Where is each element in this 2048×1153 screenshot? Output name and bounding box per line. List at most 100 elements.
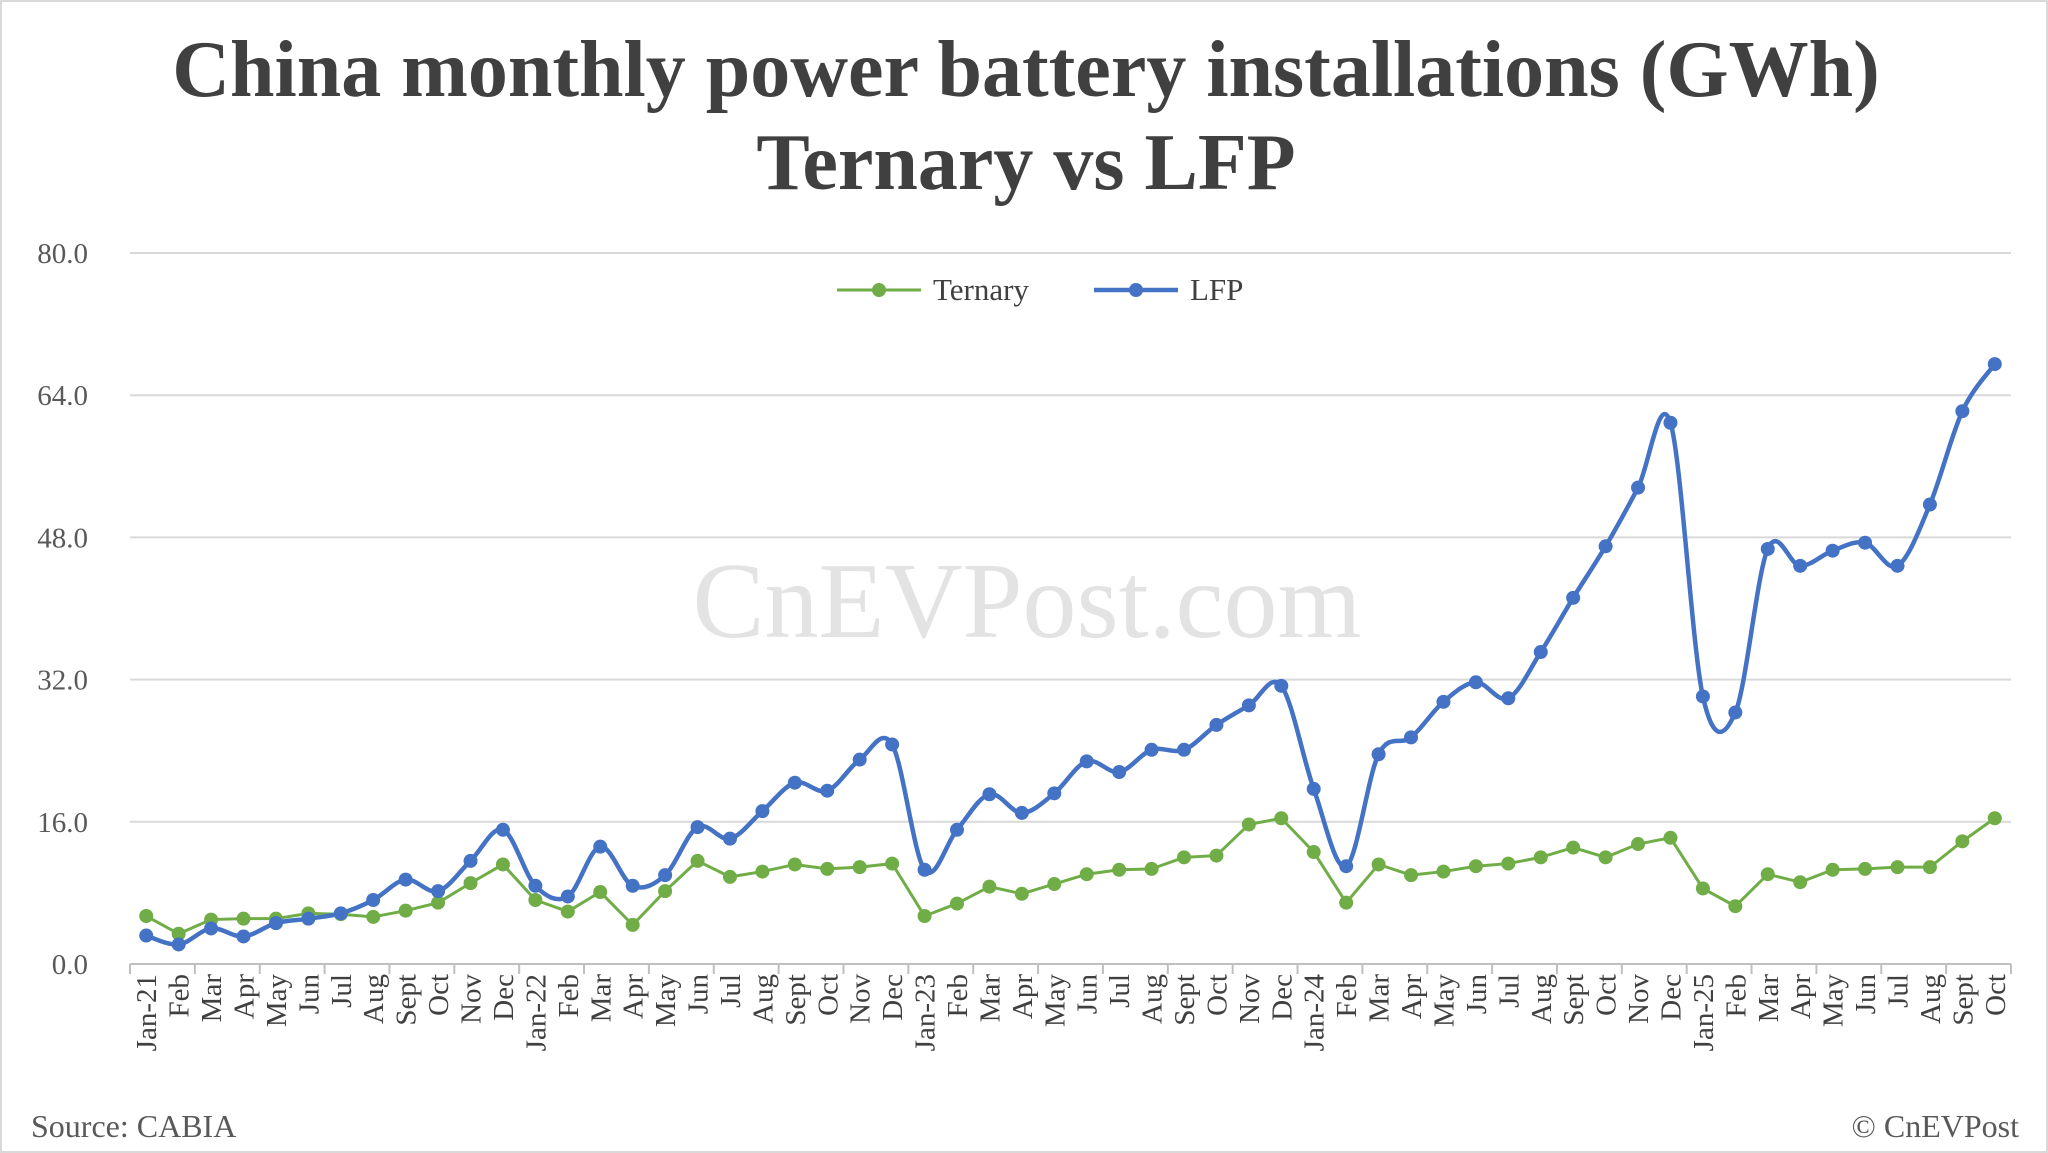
data-point-lfp — [722, 831, 737, 846]
data-point-lfp — [463, 853, 478, 868]
data-point-lfp — [1339, 859, 1354, 874]
x-tick-label: Jul — [715, 974, 747, 1008]
copyright-note: © CnEVPost — [1851, 1108, 2019, 1144]
data-point-lfp — [949, 822, 964, 837]
data-point-ternary — [917, 909, 932, 924]
data-point-ternary — [236, 911, 251, 926]
x-tick-label: Jun — [1461, 974, 1493, 1015]
data-point-ternary — [593, 885, 608, 900]
x-tick-label: Jun — [293, 974, 325, 1015]
data-point-lfp — [560, 889, 575, 904]
data-point-lfp — [1598, 539, 1613, 554]
data-point-lfp — [1631, 480, 1646, 495]
data-point-lfp — [1436, 694, 1451, 709]
data-point-ternary — [820, 861, 835, 876]
data-point-lfp — [1209, 717, 1224, 732]
x-tick-label: Dec — [488, 974, 520, 1021]
x-tick-label: Aug — [1526, 974, 1558, 1024]
data-point-lfp — [1371, 747, 1386, 762]
data-point-ternary — [1793, 875, 1808, 890]
data-point-lfp — [658, 868, 673, 883]
data-point-ternary — [1631, 837, 1646, 852]
x-tick-label: Oct — [423, 974, 455, 1016]
x-tick-label: Jan-22 — [520, 974, 552, 1051]
x-tick-label: Sept — [1558, 974, 1590, 1026]
data-point-ternary — [366, 909, 381, 924]
data-point-lfp — [1533, 645, 1548, 660]
x-tick-label: Jan-25 — [1688, 974, 1720, 1051]
x-tick-label: Dec — [877, 974, 909, 1021]
data-point-ternary — [1047, 877, 1062, 892]
data-point-ternary — [171, 926, 186, 941]
data-point-lfp — [1144, 742, 1159, 757]
data-point-lfp — [1112, 765, 1127, 780]
data-point-ternary — [1079, 867, 1094, 882]
data-point-lfp — [982, 787, 997, 802]
x-tick-label: Oct — [1591, 974, 1623, 1016]
data-point-ternary — [1728, 899, 1743, 914]
data-point-ternary — [1533, 850, 1548, 865]
x-tick-label: Dec — [1266, 974, 1298, 1021]
x-tick-label: Sept — [780, 974, 812, 1026]
x-tick-label: Mar — [585, 974, 617, 1023]
chart-title: China monthly power battery installation… — [172, 26, 1880, 114]
y-tick-label: 64.0 — [37, 380, 88, 412]
data-point-lfp — [1663, 415, 1678, 430]
data-point-ternary — [1144, 861, 1159, 876]
x-tick-label: Aug — [358, 974, 390, 1024]
x-tick-label: May — [650, 974, 682, 1028]
data-point-ternary — [1112, 862, 1127, 877]
data-point-lfp — [1501, 691, 1516, 706]
data-point-lfp — [1890, 558, 1905, 573]
x-tick-label: Jan-23 — [910, 974, 942, 1051]
x-tick-label: Apr — [618, 974, 650, 1019]
data-point-ternary — [1404, 868, 1419, 883]
x-tick-label: Feb — [1720, 974, 1752, 1018]
data-point-lfp — [690, 820, 705, 835]
data-point-lfp — [1177, 742, 1192, 757]
x-tick-label: Feb — [942, 974, 974, 1018]
data-point-lfp — [495, 822, 510, 837]
x-tick-label: Aug — [747, 974, 779, 1024]
x-tick-label: Jul — [1882, 974, 1914, 1008]
legend-marker-lfp — [1129, 283, 1143, 297]
data-point-ternary — [787, 857, 802, 872]
legend-label-ternary: Ternary — [933, 272, 1029, 307]
data-point-ternary — [1566, 840, 1581, 855]
data-point-lfp — [885, 737, 900, 752]
data-point-ternary — [139, 909, 154, 924]
legend-marker-ternary — [872, 283, 886, 297]
x-tick-label: Oct — [1201, 974, 1233, 1016]
data-point-ternary — [1339, 895, 1354, 910]
data-point-lfp — [820, 783, 835, 798]
x-tick-label: Mar — [974, 974, 1006, 1023]
data-point-ternary — [755, 864, 770, 879]
chart-subtitle: Ternary vs LFP — [756, 119, 1296, 207]
data-point-ternary — [431, 895, 446, 910]
data-point-ternary — [722, 869, 737, 884]
x-tick-label: Jan-21 — [131, 974, 163, 1051]
data-point-ternary — [1858, 861, 1873, 876]
data-point-lfp — [1566, 590, 1581, 605]
data-point-lfp — [333, 906, 348, 921]
data-point-ternary — [658, 884, 673, 899]
data-point-ternary — [1825, 862, 1840, 877]
x-tick-label: Mar — [1364, 974, 1396, 1023]
x-tick-label: Jul — [326, 974, 358, 1008]
data-point-lfp — [398, 872, 413, 887]
series-line-ternary — [145, 816, 1996, 936]
x-tick-label: Dec — [1655, 974, 1687, 1021]
data-point-ternary — [1436, 864, 1451, 879]
data-point-lfp — [1858, 535, 1873, 550]
data-point-ternary — [1922, 860, 1937, 875]
data-point-ternary — [625, 917, 640, 932]
data-point-lfp — [1987, 357, 2002, 372]
x-tick-label: Oct — [1980, 974, 2012, 1016]
x-tick-label: Jan-24 — [1299, 974, 1331, 1052]
legend-label-lfp: LFP — [1190, 272, 1243, 307]
data-point-lfp — [593, 839, 608, 854]
data-point-ternary — [1987, 811, 2002, 826]
data-point-ternary — [1209, 848, 1224, 863]
x-tick-label: Jul — [1493, 974, 1525, 1008]
